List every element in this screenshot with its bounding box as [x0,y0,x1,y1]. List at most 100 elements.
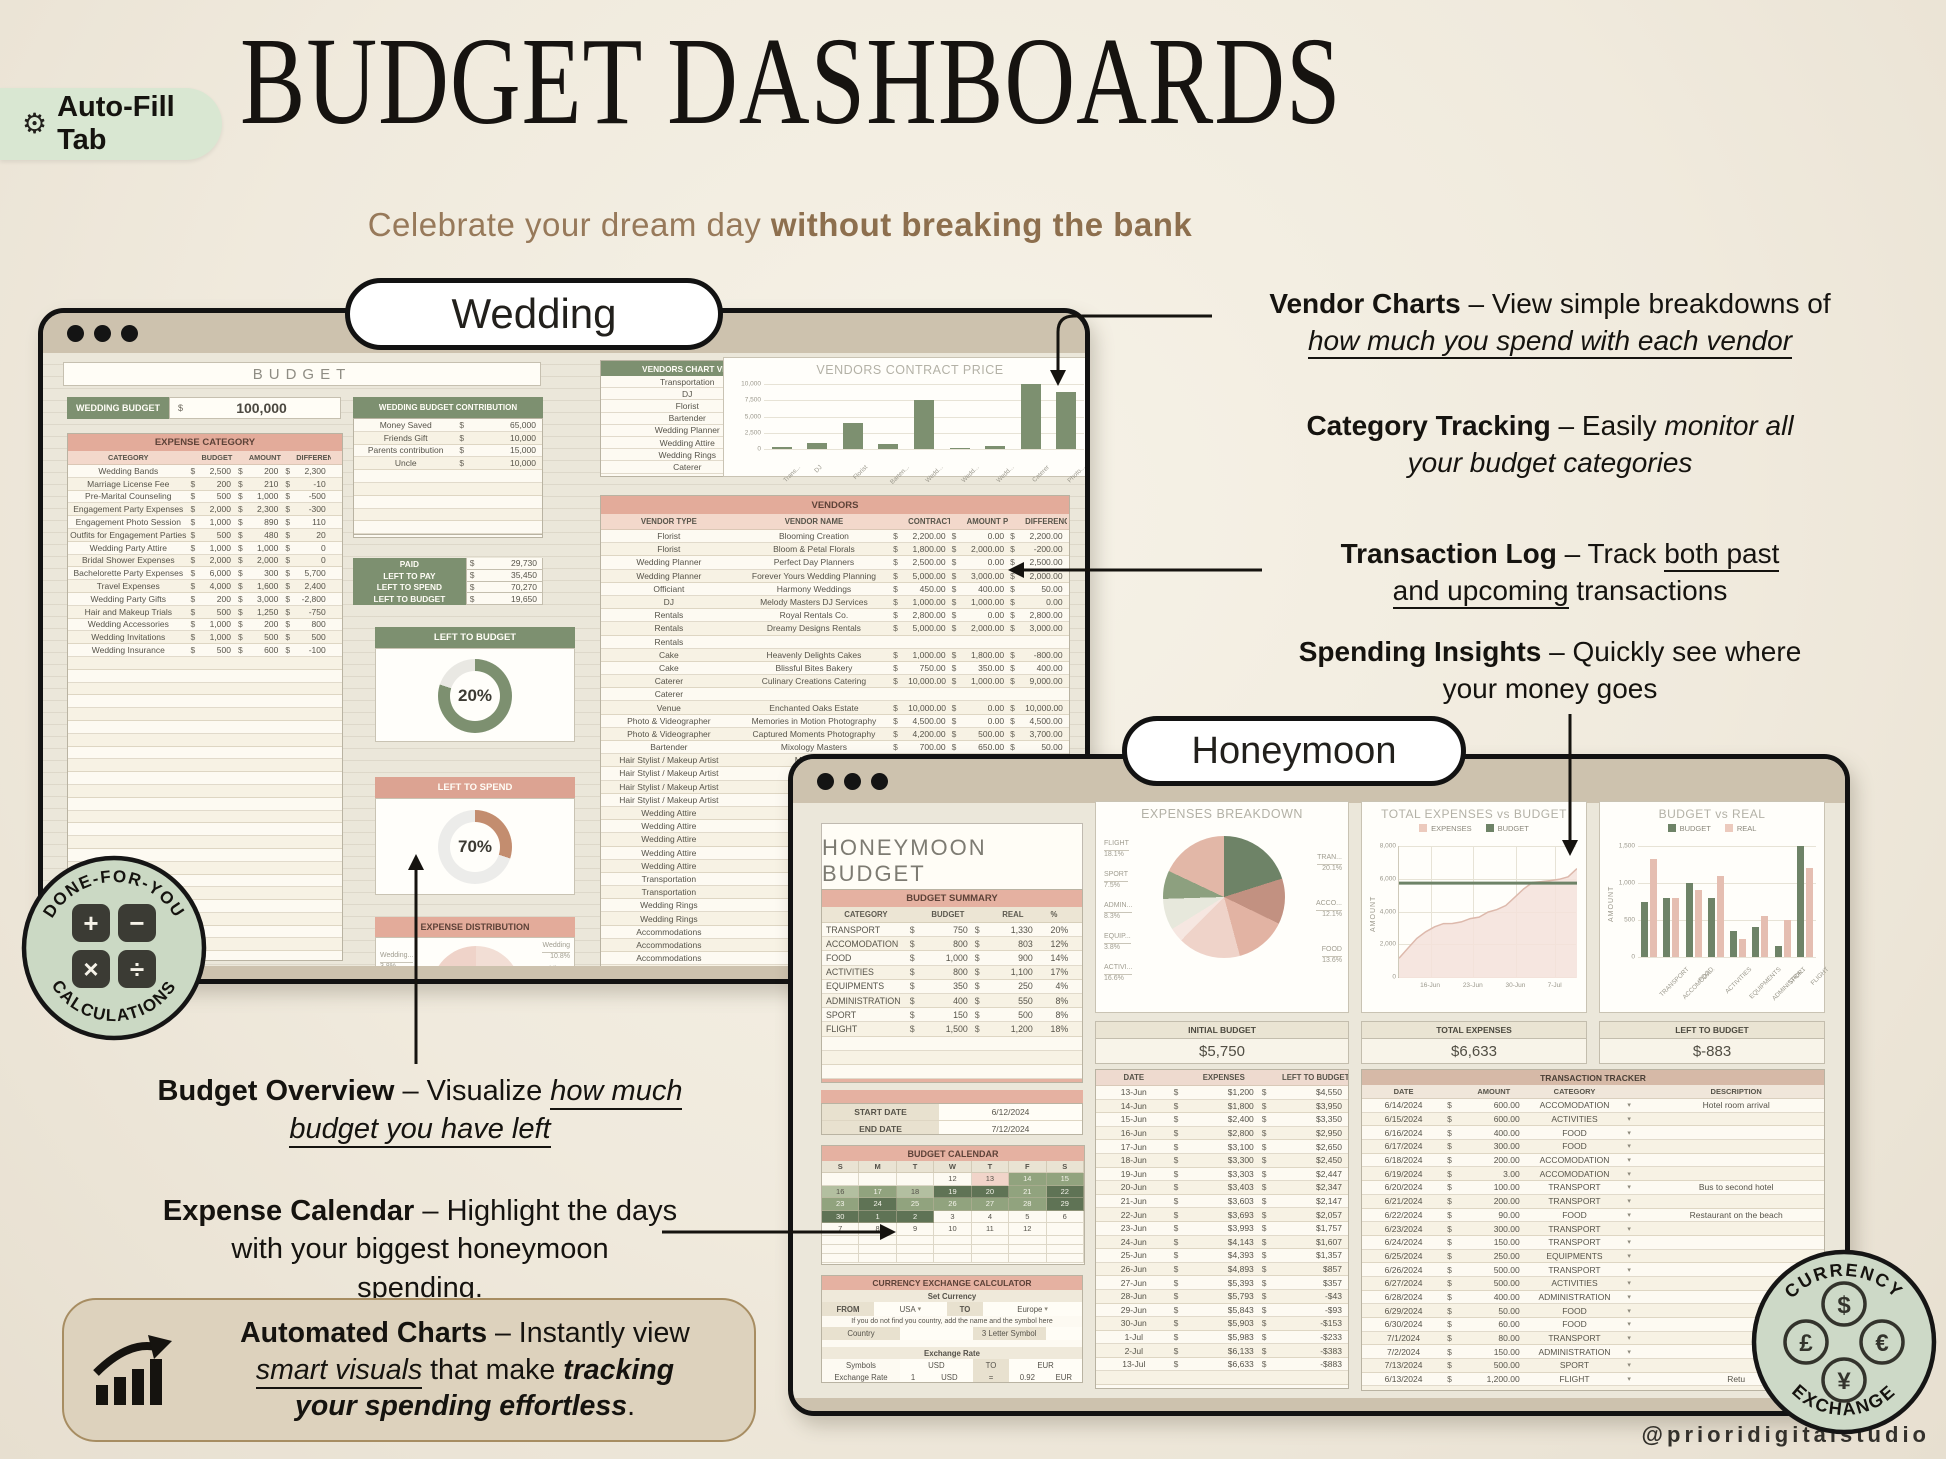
table-row: Engagement Party Expenses $ 2,000 $ 2,300 $… [68,503,342,517]
daily-row: 23-Jun $ $3,993 $ $1,757 [1096,1222,1348,1236]
window-dot[interactable] [844,772,861,790]
end-date-value[interactable]: 7/12/2024 [939,1121,1082,1134]
fx-note: If you do not find you country, add the … [851,1318,1053,1325]
category-select[interactable]: FOOD [1562,1319,1587,1330]
dropdown-arrow-icon: ▾ [1627,1307,1631,1315]
stat-row: PAID $29,730 [353,558,543,570]
category-select[interactable]: FOOD [1562,1127,1587,1138]
budget-vs-real-panel: BUDGET vs REAL BUDGET REAL AMOUNT 1,500 1… [1599,801,1830,1013]
to-label: TO [946,1302,984,1316]
vendor-row: Bartender Mixology Masters $700.00 $650.0… [601,741,1069,755]
category-select[interactable]: SPORT [1559,1360,1590,1371]
daily-row: 19-Jun $ $3,303 $ $2,447 [1096,1168,1348,1182]
vendor-bar [949,447,970,449]
calendar-day [971,1244,1010,1254]
calendar-day: 6 [1046,1210,1084,1223]
vendor-type-select[interactable]: Photo & Videographer ▾ [601,473,779,476]
window-dot[interactable] [871,772,888,790]
from-currency-select[interactable]: USA ▾ [874,1302,947,1316]
transaction-row: 6/21/2024 $200.00 TRANSPORT ▾ [1362,1194,1824,1209]
window-dot[interactable] [817,772,834,790]
category-select[interactable]: ACCOMODATION [1539,1100,1610,1111]
vendor-row: Florist Blooming Creation $2,200.00 $0.00… [601,530,1069,544]
category-select[interactable]: ACCOMODATION [1539,1168,1610,1179]
category-select[interactable]: FOOD [1562,1305,1587,1316]
budget-stats-table: PAID $29,730 LEFT TO PAY $35,450 LEFT TO… [353,558,543,606]
col-header: VENDOR NAME [784,517,844,526]
category-select[interactable]: ADMINISTRATION [1538,1291,1611,1302]
to-currency-select[interactable]: Europe ▾ [983,1302,1082,1316]
transaction-row: 6/19/2024 $3.00 ACCOMODATION ▾ [1362,1167,1824,1182]
category-select[interactable]: ACTIVITIES [1551,1278,1598,1289]
table-row: Money Saved $65,000 [354,419,542,432]
wedding-budget-input[interactable]: $ 100,000 [169,397,341,419]
category-select[interactable]: TRANSPORT [1548,1333,1601,1344]
vendor-bar [913,400,934,449]
tab-wedding[interactable]: Wedding [345,278,723,350]
table-row [354,470,542,483]
transaction-row: 6/22/2024 $90.00 FOOD ▾ Restaurant on th… [1362,1209,1824,1223]
vendor-row: Wedding Planner Forever Yours Wedding Pla… [601,569,1069,583]
table-row: Travel Expenses $ 4,000 $ 1,600 $ 2,400 [68,580,342,593]
vendor-bar [985,446,1006,449]
chart-title: VENDORS CONTRACT PRICE [816,363,1004,377]
calendar-day [1046,1235,1084,1245]
expense-distribution-title: EXPENSE DISTRIBUTION [375,917,575,937]
rate-from-input[interactable]: 1 [900,1371,926,1382]
dropdown-arrow-icon: ▾ [1627,1170,1631,1178]
window-dot[interactable] [121,324,138,342]
calculator-keys-icon: + − × ÷ [72,904,156,988]
daily-row: 17-Jun $ $3,100 $ $2,650 [1096,1140,1348,1154]
calendar-day [1046,1244,1084,1254]
vendor-bar [807,442,828,449]
category-select[interactable]: FOOD [1562,1141,1587,1152]
calendar-day [822,1253,860,1263]
start-date-value[interactable]: 6/12/2024 [939,1104,1082,1120]
table-row [68,784,342,798]
chart-title: EXPENSES BREAKDOWN [1141,807,1303,821]
calendar-day: 12 [934,1173,972,1186]
category-select[interactable]: TRANSPORT [1548,1237,1601,1248]
category-select[interactable]: ACTIVITIES [1551,1114,1598,1125]
table-row [68,836,342,849]
expense-table-title: EXPENSE CATEGORY [68,434,342,451]
country-input[interactable] [900,1327,973,1340]
annotation-expense-calendar: Expense Calendar – Highlight the days wi… [162,1195,678,1304]
grouped-bar [1694,890,1702,957]
calendar-day [896,1244,935,1254]
category-select[interactable]: FOOD [1562,1209,1587,1220]
symbol-input[interactable] [1045,1327,1082,1340]
category-select[interactable]: TRANSPORT [1548,1196,1601,1207]
category-select[interactable]: ACCOMODATION [1539,1155,1610,1166]
vendor-row: Rentals Royal Rentals Co. $2,800.00 $0.00… [601,609,1069,623]
summary-row: ACTIVITIES $800 $1,100 17% [822,965,1082,980]
grouped-bar [1761,916,1769,957]
vendor-row: Cake Heavenly Delights Cakes $1,000.00 $1… [601,648,1069,662]
window-dot[interactable] [67,324,84,342]
window-dot[interactable] [94,324,111,342]
calendar-day [896,1173,935,1186]
transaction-row: 6/26/2024 $500.00 TRANSPORT ▾ [1362,1263,1824,1277]
vendor-row: Venue Enchanted Oaks Estate $10,000.00 $0… [601,701,1069,715]
category-select[interactable]: TRANSPORT [1548,1182,1601,1193]
category-select[interactable]: EQUIPMENTS [1546,1250,1603,1261]
table-row [68,900,342,913]
category-select[interactable]: TRANSPORT [1548,1223,1601,1234]
transaction-row: 6/20/2024 $100.00 TRANSPORT ▾ Bus to sec… [1362,1181,1824,1195]
category-select[interactable]: TRANSPORT [1548,1264,1601,1275]
vendor-row: Photo & Videographer Memories in Motion P… [601,715,1069,728]
table-row [68,823,342,837]
summary-row: ACCOMODATION $800 $803 12% [822,937,1082,952]
transaction-row: 6/13/2024 $1,200.00 FLIGHT ▾ Retu [1362,1373,1824,1387]
category-select[interactable]: FLIGHT [1559,1374,1590,1385]
calendar-day [822,1173,860,1186]
summary-row [822,1050,1082,1065]
category-select[interactable]: ADMINISTRATION [1538,1346,1611,1357]
calendar-day [822,1244,860,1254]
dropdown-arrow-icon: ▾ [1627,1252,1631,1260]
tab-honeymoon[interactable]: Honeymoon [1122,716,1466,786]
grouped-bar [1663,897,1671,957]
dropdown-arrow-icon: ▾ [1627,1321,1631,1329]
transaction-row: 6/27/2024 $500.00 ACTIVITIES ▾ [1362,1276,1824,1291]
calendar-day [859,1253,897,1263]
